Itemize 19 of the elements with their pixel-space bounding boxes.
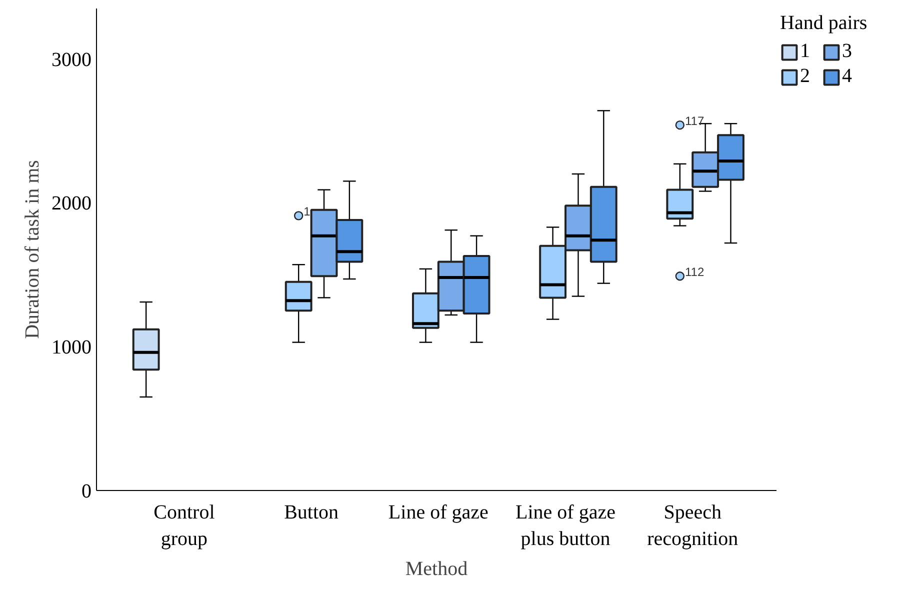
y-tick-label: 0 xyxy=(82,480,92,502)
legend-label: 1 xyxy=(800,40,811,63)
legend-label: 3 xyxy=(842,40,853,63)
annotation: 1 xyxy=(304,204,311,219)
annotation: 112 xyxy=(684,265,704,280)
y-tick-label: 2000 xyxy=(52,192,92,215)
y-tick-label: 1000 xyxy=(52,336,92,359)
y-tick-label: 3000 xyxy=(52,48,92,71)
annotation: 117 xyxy=(684,114,704,128)
x-tick-label: Control group xyxy=(154,502,216,550)
legend-label: 4 xyxy=(842,65,853,88)
x-tick-label: Button xyxy=(284,502,339,524)
legend-title: Hand pairs xyxy=(780,12,868,35)
x-tick-label: Line of gaze plus button xyxy=(516,502,616,550)
x-tick-label: Line of gaze xyxy=(388,502,488,524)
legend-label: 2 xyxy=(800,65,811,88)
x-axis-title: Method xyxy=(405,558,468,580)
x-tick-label: Speech recognition xyxy=(647,502,738,550)
y-axis-title: Duration of task in ms xyxy=(22,160,44,339)
